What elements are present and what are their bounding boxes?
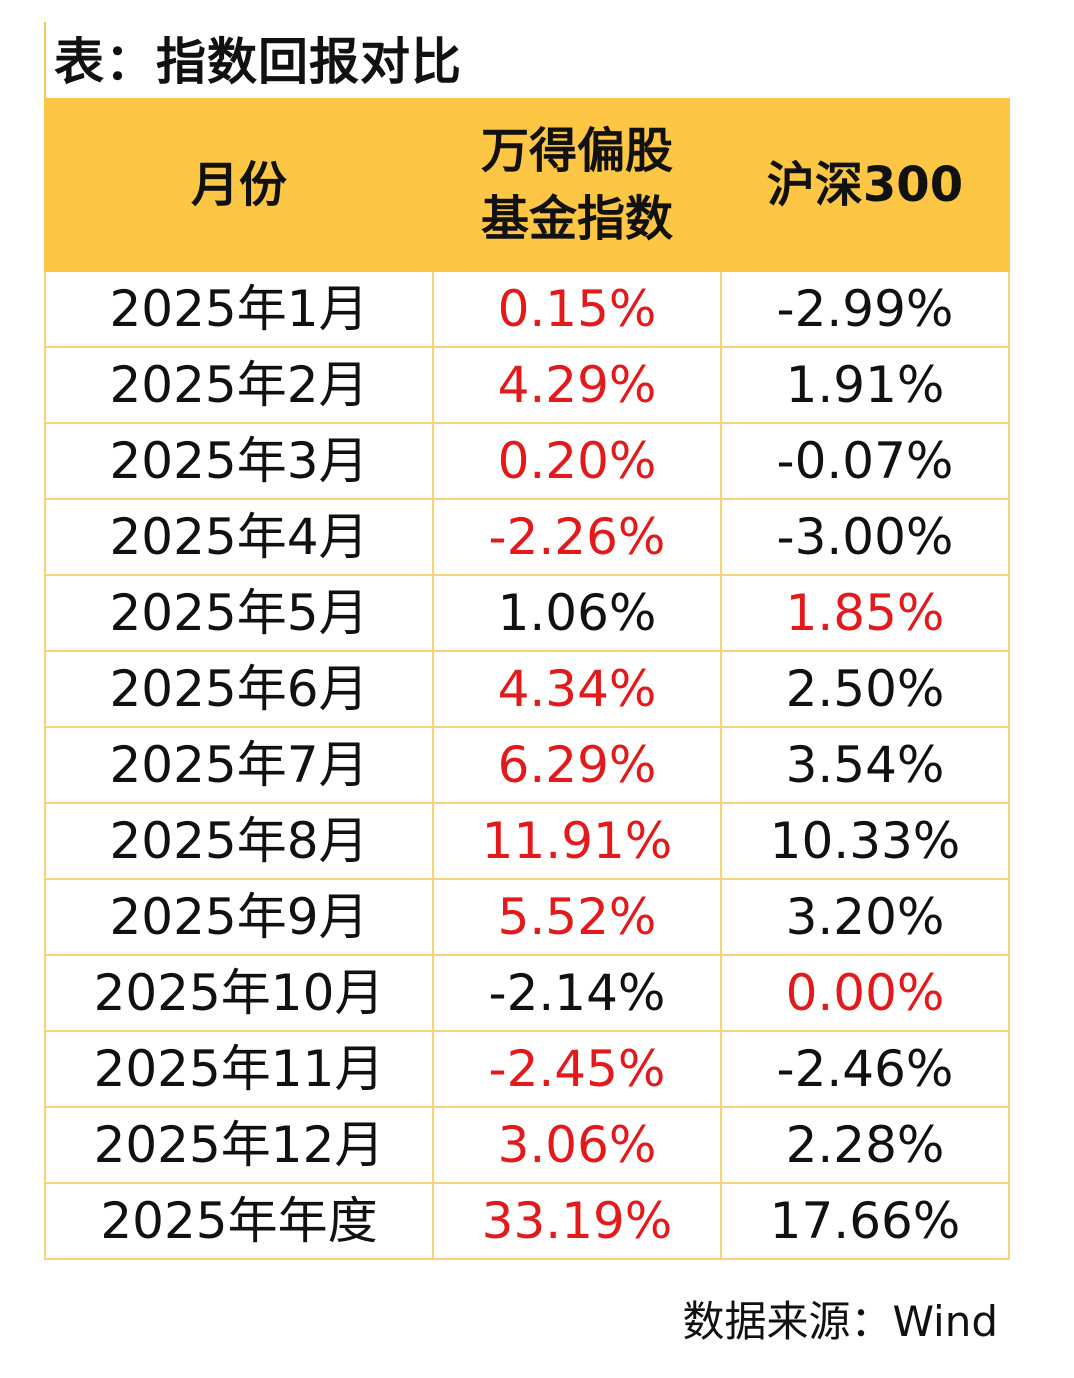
fund-index-cell: 4.29% xyxy=(432,346,722,424)
table-row: 2025年3月 0.20% -0.07% xyxy=(44,422,1010,500)
month-cell: 2025年年度 xyxy=(44,1182,434,1260)
fund-index-cell: 6.29% xyxy=(432,726,722,804)
hs300-cell: 3.54% xyxy=(720,726,1010,804)
fund-index-cell: 33.19% xyxy=(432,1182,722,1260)
hs300-cell: 1.91% xyxy=(720,346,1010,424)
hs300-cell: 10.33% xyxy=(720,802,1010,880)
month-cell: 2025年2月 xyxy=(44,346,434,424)
table-row: 2025年2月 4.29% 1.91% xyxy=(44,346,1010,424)
fund-index-cell: 0.15% xyxy=(432,270,722,348)
hs300-cell: -3.00% xyxy=(720,498,1010,576)
header-month: 月份 xyxy=(44,98,434,272)
month-cell: 2025年4月 xyxy=(44,498,434,576)
month-cell: 2025年6月 xyxy=(44,650,434,728)
hs300-cell: 17.66% xyxy=(720,1182,1010,1260)
month-cell: 2025年5月 xyxy=(44,574,434,652)
index-return-table: 月份 万得偏股 基金指数 沪深300 2025年1月 0.15% -2.99% 202… xyxy=(44,98,1010,1260)
fund-index-cell: 0.20% xyxy=(432,422,722,500)
table-row: 2025年8月 11.91% 10.33% xyxy=(44,802,1010,880)
table-row: 2025年6月 4.34% 2.50% xyxy=(44,650,1010,728)
hs300-cell: 2.28% xyxy=(720,1106,1010,1184)
header-fund-index-line2: 基金指数 xyxy=(480,191,673,247)
header-hs300: 沪深300 xyxy=(720,98,1010,272)
fund-index-cell: 1.06% xyxy=(432,574,722,652)
fund-index-cell: -2.45% xyxy=(432,1030,722,1108)
data-source-note: 数据来源：Wind xyxy=(682,1297,998,1346)
table-row: 2025年年度 33.19% 17.66% xyxy=(44,1182,1010,1260)
month-cell: 2025年3月 xyxy=(44,422,434,500)
hs300-cell: -2.99% xyxy=(720,270,1010,348)
hs300-cell: 0.00% xyxy=(720,954,1010,1032)
fund-index-cell: -2.14% xyxy=(432,954,722,1032)
table-title: 表：指数回报对比 xyxy=(54,33,462,91)
hs300-cell: 2.50% xyxy=(720,650,1010,728)
hs300-cell: 1.85% xyxy=(720,574,1010,652)
month-cell: 2025年12月 xyxy=(44,1106,434,1184)
month-cell: 2025年8月 xyxy=(44,802,434,880)
table-row: 2025年5月 1.06% 1.85% xyxy=(44,574,1010,652)
table-row: 2025年7月 6.29% 3.54% xyxy=(44,726,1010,804)
hs300-cell: 3.20% xyxy=(720,878,1010,956)
fund-index-cell: 3.06% xyxy=(432,1106,722,1184)
table-row: 2025年10月 -2.14% 0.00% xyxy=(44,954,1010,1032)
fund-index-cell: 11.91% xyxy=(432,802,722,880)
hs300-cell: -0.07% xyxy=(720,422,1010,500)
month-cell: 2025年9月 xyxy=(44,878,434,956)
month-cell: 2025年7月 xyxy=(44,726,434,804)
fund-index-cell: 5.52% xyxy=(432,878,722,956)
table-row: 2025年11月 -2.45% -2.46% xyxy=(44,1030,1010,1108)
table-row: 2025年9月 5.52% 3.20% xyxy=(44,878,1010,956)
fund-index-cell: 4.34% xyxy=(432,650,722,728)
header-fund-index: 万得偏股 基金指数 xyxy=(432,98,722,272)
month-cell: 2025年1月 xyxy=(44,270,434,348)
table-row: 2025年12月 3.06% 2.28% xyxy=(44,1106,1010,1184)
table-row: 2025年4月 -2.26% -3.00% xyxy=(44,498,1010,576)
month-cell: 2025年11月 xyxy=(44,1030,434,1108)
month-cell: 2025年10月 xyxy=(44,954,434,1032)
title-accent-bar xyxy=(44,22,46,98)
hs300-cell: -2.46% xyxy=(720,1030,1010,1108)
header-fund-index-line1: 万得偏股 xyxy=(480,123,673,179)
table-row: 2025年1月 0.15% -2.99% xyxy=(44,270,1010,348)
fund-index-cell: -2.26% xyxy=(432,498,722,576)
header-row: 月份 万得偏股 基金指数 沪深300 xyxy=(44,98,1010,272)
